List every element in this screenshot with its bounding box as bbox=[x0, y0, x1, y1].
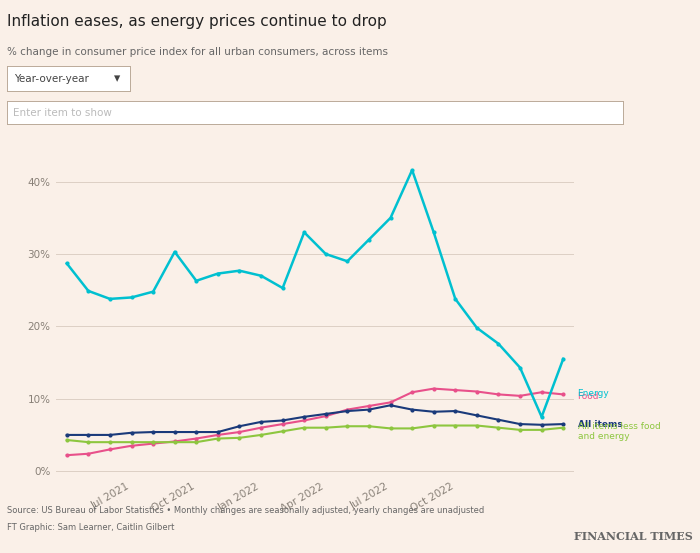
Text: Food: Food bbox=[578, 392, 599, 401]
Text: Enter item to show: Enter item to show bbox=[13, 107, 112, 118]
Text: Energy: Energy bbox=[578, 389, 609, 398]
Text: Source: US Bureau of Labor Statistics • Monthly changes are seasonally adjusted,: Source: US Bureau of Labor Statistics • … bbox=[7, 506, 484, 515]
Text: FT Graphic: Sam Learner, Caitlin Gilbert: FT Graphic: Sam Learner, Caitlin Gilbert bbox=[7, 523, 174, 531]
Text: % change in consumer price index for all urban consumers, across items: % change in consumer price index for all… bbox=[7, 47, 388, 57]
Text: Year-over-year: Year-over-year bbox=[14, 74, 89, 84]
Text: FINANCIAL TIMES: FINANCIAL TIMES bbox=[574, 531, 693, 542]
Text: All items less food
and energy: All items less food and energy bbox=[578, 421, 660, 441]
Text: All items: All items bbox=[578, 420, 622, 429]
Text: ▾: ▾ bbox=[113, 72, 120, 85]
Text: Inflation eases, as energy prices continue to drop: Inflation eases, as energy prices contin… bbox=[7, 14, 386, 29]
